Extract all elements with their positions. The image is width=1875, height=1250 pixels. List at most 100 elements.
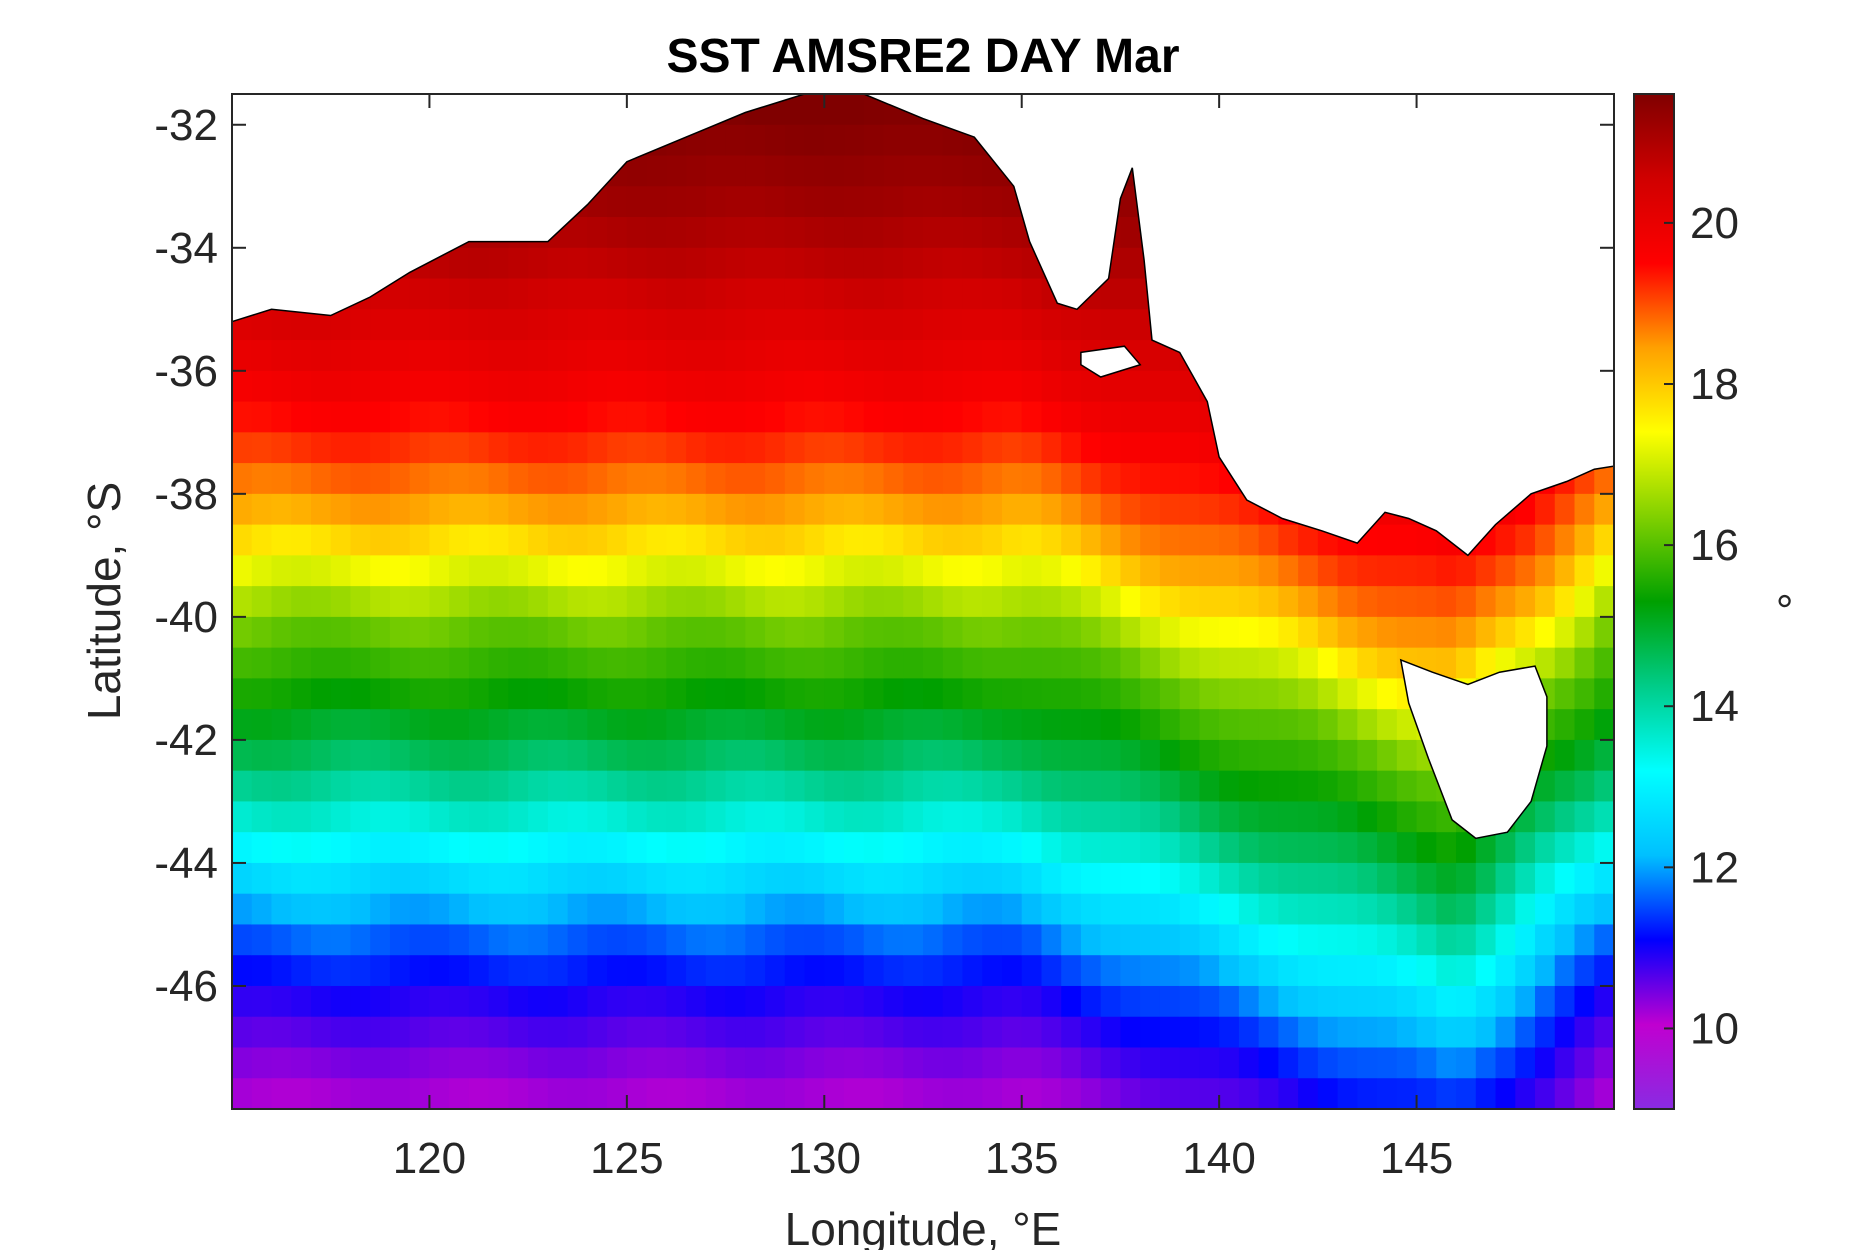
heat-cell (1238, 832, 1260, 864)
heat-cell (1377, 955, 1398, 987)
heat-cell (1001, 801, 1023, 833)
heat-cell (1061, 955, 1082, 987)
heat-cell (1298, 801, 1319, 833)
heat-cell (844, 1016, 865, 1049)
heat-cell (903, 709, 924, 741)
heat-cell (725, 247, 746, 280)
heat-cell (1436, 862, 1457, 895)
heat-cell (1535, 924, 1556, 956)
heat-cell (626, 1047, 648, 1079)
heat-cell (1159, 678, 1181, 710)
heat-cell (1416, 1047, 1437, 1079)
x-tick-label: 135 (985, 1134, 1058, 1183)
heat-cell (626, 1078, 648, 1109)
heat-cell (1199, 985, 1220, 1018)
heat-cell (883, 493, 904, 526)
heat-cell (449, 493, 470, 526)
heat-cell (765, 801, 786, 833)
heat-cell (903, 524, 924, 556)
heat-cell (330, 370, 352, 403)
heat-cell (587, 1016, 608, 1049)
heat-cell (765, 955, 786, 987)
heat-cell (1515, 985, 1536, 1018)
heat-cell (1120, 893, 1141, 926)
heat-cell (232, 709, 253, 741)
heat-cell (725, 155, 746, 187)
heat-cell (1258, 586, 1279, 618)
heat-cell (607, 278, 628, 310)
heat-cell (863, 955, 885, 987)
heat-cell (863, 985, 885, 1018)
heat-cell (429, 401, 450, 433)
heat-cell (1258, 893, 1279, 926)
heat-cell (1317, 616, 1339, 649)
heat-cell (1554, 616, 1576, 649)
heat-cell (962, 1016, 983, 1049)
heat-cell (547, 463, 569, 495)
heat-cell (745, 985, 766, 1018)
heat-cell (291, 370, 312, 403)
heat-cell (468, 555, 490, 587)
heat-cell (883, 247, 904, 280)
heat-cell (350, 1016, 371, 1049)
heat-cell (982, 985, 1003, 1018)
heat-cell (1377, 893, 1398, 926)
heat-cell (567, 647, 588, 679)
heat-cell (1100, 463, 1122, 495)
heat-cell (1574, 985, 1595, 1018)
heat-cell (745, 832, 766, 864)
heat-cell (824, 186, 845, 218)
heat-cell (1594, 647, 1614, 679)
heat-cell (1179, 678, 1200, 710)
heat-cell (1337, 709, 1358, 741)
heat-cell (1554, 524, 1576, 556)
heat-cell (686, 862, 707, 895)
heat-cell (804, 678, 825, 710)
heat-cell (686, 647, 707, 679)
heat-cell (686, 1016, 707, 1049)
heat-cell (330, 340, 352, 372)
heat-cell (468, 739, 490, 772)
heat-cell (705, 247, 727, 280)
heat-cell (626, 217, 648, 249)
heat-cell (1416, 586, 1437, 618)
heat-cell (310, 709, 332, 741)
heat-cell (1061, 678, 1082, 710)
heat-cell (1199, 1016, 1220, 1049)
heat-cell (686, 370, 707, 403)
heat-cell (1159, 893, 1181, 926)
heat-cell (1317, 1078, 1339, 1109)
heat-cell (1298, 985, 1319, 1018)
heat-cell (982, 370, 1003, 403)
heat-cell (982, 647, 1003, 679)
heat-cell (1120, 524, 1141, 556)
heat-cell (1396, 1078, 1418, 1109)
heat-cell (686, 893, 707, 926)
heat-cell (528, 309, 549, 341)
heat-cell (1179, 709, 1200, 741)
heat-cell (745, 401, 766, 433)
heat-cell (626, 832, 648, 864)
heat-cell (804, 1078, 825, 1109)
heat-cell (923, 1016, 944, 1049)
heat-cell (1100, 955, 1122, 987)
heat-cell (607, 832, 628, 864)
heat-cell (824, 463, 845, 495)
heat-cell (923, 155, 944, 187)
heat-cell (725, 340, 746, 372)
heat-cell (1396, 586, 1418, 618)
heat-cell (982, 832, 1003, 864)
heat-cell (271, 309, 292, 341)
heat-cell (765, 647, 786, 679)
heat-cell (429, 524, 450, 556)
heat-cell (1061, 832, 1082, 864)
heat-cell (804, 555, 825, 587)
heat-cell (1574, 770, 1595, 803)
heat-cell (1515, 586, 1536, 618)
heat-cell (449, 709, 470, 741)
heat-cell (232, 770, 253, 803)
heat-cell (330, 555, 352, 587)
heat-cell (804, 709, 825, 741)
heat-cell (310, 739, 332, 772)
heat-cell (1199, 586, 1220, 618)
